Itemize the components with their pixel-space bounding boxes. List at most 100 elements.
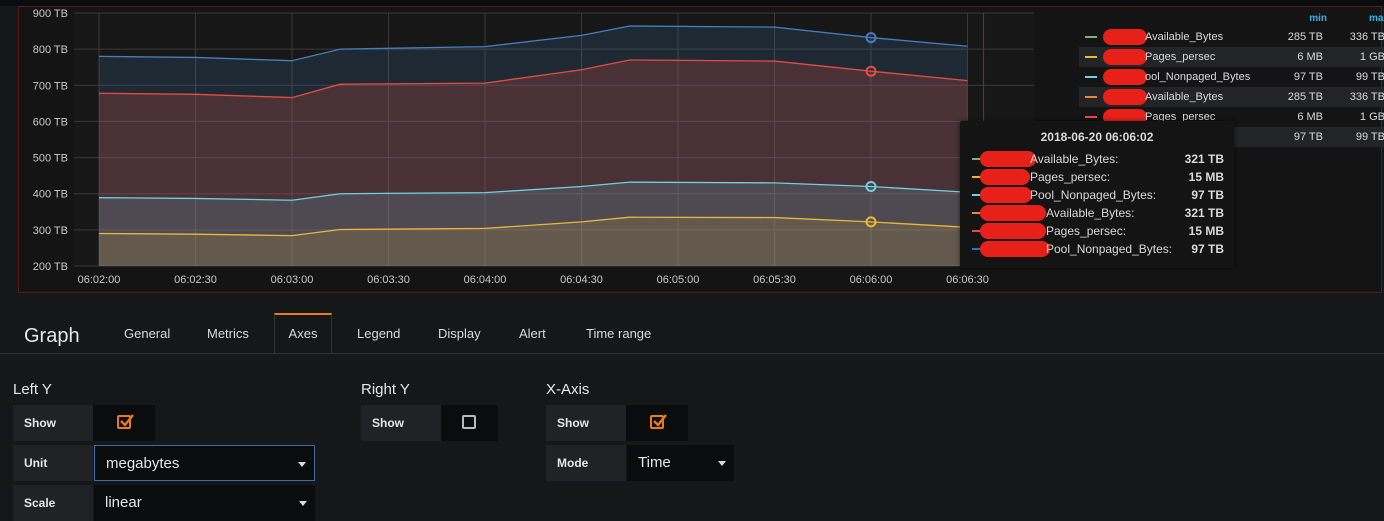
legend-item[interactable]: Pages_persec 6 MB 1 GB xyxy=(1079,47,1384,67)
redaction-mark xyxy=(980,241,1050,257)
tooltip-item: Pages_persec: 15 MB xyxy=(972,168,1226,186)
hover-marker xyxy=(865,65,877,77)
chevron-down-icon xyxy=(299,501,307,506)
legend-series-name: Available_Bytes xyxy=(1145,91,1224,103)
tooltip-series-name: Pages_persec: xyxy=(1030,170,1111,184)
x-tick-label: 06:06:00 xyxy=(850,274,893,286)
tooltip-swatch xyxy=(972,158,982,160)
series-area xyxy=(99,26,968,266)
y-tick-label: 500 TB xyxy=(33,153,68,165)
tooltip-value: 97 TB xyxy=(1191,188,1224,202)
editor-tabs: Graph General Metrics Axes Legend Displa… xyxy=(0,313,1384,354)
redaction-mark xyxy=(980,223,1046,239)
tooltip-swatch xyxy=(972,248,982,250)
y-tick-label: 800 TB xyxy=(33,44,68,56)
legend-max-value: 1 GB xyxy=(1359,51,1384,63)
tooltip-value: 15 MB xyxy=(1188,224,1224,238)
legend-min-header[interactable]: min xyxy=(1309,13,1327,24)
legend-swatch xyxy=(1085,36,1097,38)
tooltip-item: Available_Bytes: 321 TB xyxy=(972,204,1226,222)
tooltip-value: 321 TB xyxy=(1184,206,1224,220)
legend-max-header[interactable]: max xyxy=(1368,13,1384,24)
chevron-down-icon xyxy=(718,461,726,466)
right-y-show-checkbox[interactable] xyxy=(441,405,498,441)
tooltip-item: Pages_persec: 15 MB xyxy=(972,222,1226,240)
tab-legend[interactable]: Legend xyxy=(357,326,401,341)
tooltip-item: Available_Bytes: 321 TB xyxy=(972,150,1226,168)
editor-title: Graph xyxy=(24,325,80,347)
tooltip-swatch xyxy=(972,230,982,232)
y-tick-label: 200 TB xyxy=(33,261,68,273)
tooltip-swatch xyxy=(972,212,982,214)
legend-item[interactable]: ool_Nonpaged_Bytes 97 TB 99 TB xyxy=(1079,67,1384,87)
left-y-show-checkbox[interactable] xyxy=(93,405,155,441)
checkbox-checked-icon xyxy=(117,414,134,429)
x-axis-show-checkbox[interactable] xyxy=(626,405,688,441)
legend-max-value: 99 TB xyxy=(1355,131,1384,143)
y-tick-label: 700 TB xyxy=(33,80,68,92)
tab-time-range[interactable]: Time range xyxy=(586,326,652,341)
y-tick-label: 400 TB xyxy=(33,189,68,201)
tab-display[interactable]: Display xyxy=(438,326,481,341)
x-tick-label: 06:05:00 xyxy=(657,274,700,286)
left-y-unit-label: Unit xyxy=(13,445,93,481)
tooltip-series-name: Available_Bytes: xyxy=(1030,152,1119,166)
tab-alert[interactable]: Alert xyxy=(519,326,546,341)
legend-min-value: 285 TB xyxy=(1287,91,1323,103)
legend-min-value: 285 TB xyxy=(1287,31,1323,43)
right-y-show-label: Show xyxy=(361,405,441,441)
legend-max-value: 336 TB xyxy=(1349,31,1384,43)
series-area xyxy=(99,59,968,266)
tooltip-time: 2018-06-20 06:06:02 xyxy=(1040,130,1154,144)
legend-min-value: 6 MB xyxy=(1297,51,1323,63)
legend-swatch xyxy=(1085,116,1097,118)
hover-marker xyxy=(865,180,877,192)
tooltip-value: 321 TB xyxy=(1184,152,1224,166)
legend-series-name: Pages_persec xyxy=(1145,111,1216,123)
chart[interactable]: 900 TB 800 TB 700 TB 600 TB 500 TB 400 TB 300 … xyxy=(19,7,1059,294)
redaction-mark xyxy=(1103,29,1147,45)
chevron-down-icon xyxy=(298,462,306,467)
left-y-unit-value: megabytes xyxy=(106,455,180,472)
legend-swatch xyxy=(1085,76,1097,78)
tab-axes[interactable]: Axes xyxy=(274,313,332,353)
legend-item[interactable]: Available_Bytes 285 TB 336 TB xyxy=(1079,87,1384,107)
redaction-mark xyxy=(1103,69,1147,85)
tooltip-swatch xyxy=(972,194,982,196)
redaction-mark xyxy=(1103,89,1147,105)
legend-series-name: Available_Bytes xyxy=(1145,31,1224,43)
series-area xyxy=(99,217,968,266)
tooltip-series-name: Pages_persec: xyxy=(1046,224,1127,238)
tooltip-swatch xyxy=(972,176,982,178)
tooltip-series-name: Available_Bytes: xyxy=(1046,206,1135,220)
tab-general[interactable]: General xyxy=(124,326,171,341)
x-tick-label: 06:05:30 xyxy=(753,274,796,286)
series-area xyxy=(99,182,968,266)
tooltip-value: 97 TB xyxy=(1191,242,1224,256)
redaction-mark xyxy=(980,169,1030,185)
y-tick-label: 600 TB xyxy=(33,116,68,128)
x-axis-mode-select[interactable]: Time xyxy=(627,445,734,481)
left-y-title: Left Y xyxy=(13,381,52,398)
left-y-unit-select[interactable]: megabytes xyxy=(94,445,315,481)
legend-item[interactable]: Available_Bytes 285 TB 336 TB xyxy=(1079,27,1384,47)
top-strip xyxy=(0,0,1384,6)
redaction-mark xyxy=(1103,49,1147,65)
y-tick-label: 900 TB xyxy=(33,8,68,20)
redaction-mark xyxy=(980,205,1046,221)
tooltip-series-name: Pool_Nonpaged_Bytes: xyxy=(1030,188,1157,202)
redaction-mark xyxy=(980,151,1036,167)
x-tick-label: 06:03:00 xyxy=(271,274,314,286)
x-tick-label: 06:04:00 xyxy=(464,274,507,286)
hover-tooltip: 2018-06-20 06:06:02 Available_Bytes: 321 … xyxy=(960,121,1234,268)
left-y-show-label: Show xyxy=(13,405,93,441)
legend-swatch xyxy=(1085,56,1097,58)
x-tick-label: 06:02:30 xyxy=(174,274,217,286)
series-line xyxy=(98,25,968,62)
x-axis-mode-value: Time xyxy=(638,454,671,471)
y-tick-label: 300 TB xyxy=(33,225,68,237)
left-y-scale-select[interactable]: linear xyxy=(94,485,315,521)
redaction-mark xyxy=(980,187,1032,203)
tooltip-item: Pool_Nonpaged_Bytes: 97 TB xyxy=(972,240,1226,258)
tab-metrics[interactable]: Metrics xyxy=(207,326,249,341)
